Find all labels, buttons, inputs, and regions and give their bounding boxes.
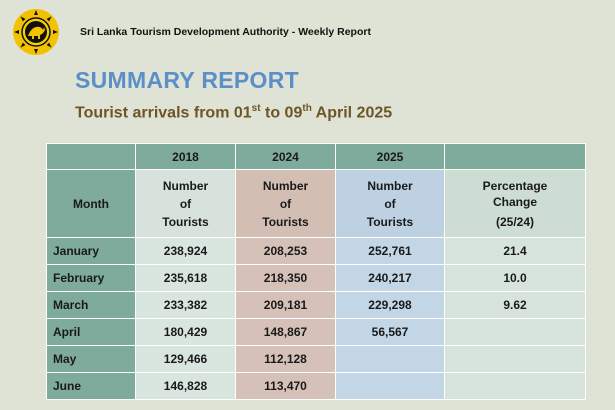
header-line: Number [262,178,309,193]
subtitle-sup-1: st [251,103,261,114]
percentage-change-cell [444,318,586,346]
header-line: Percentage [482,178,548,193]
subtitle-part-1: Tourist arrivals from 01 [75,104,252,122]
year-header-2018: 2018 [135,143,236,170]
value-2018-cell: 235,618 [135,264,236,292]
report-subtitle: Tourist arrivals from 01st to 09th April… [75,103,392,122]
year-header-2024: 2024 [235,143,336,170]
value-2018-cell: 129,466 [135,345,236,373]
tourist-arrivals-table: 2018 2024 2025 Month Number of Tourists … [46,143,586,400]
summary-report-title: SUMMARY REPORT [75,67,299,93]
header-line: of [179,196,192,211]
month-cell: March [46,291,136,319]
value-2025-cell [335,345,445,373]
column-header-row: Month Number of Tourists Number of Touri… [46,169,586,238]
tourists-header-2018: Number of Tourists [135,169,236,238]
subtitle-sup-2: th [302,103,312,114]
table-row: May 129,466 112,128 [46,345,586,373]
table-row: March 233,382 209,181 229,298 9.62 [46,291,586,319]
header-line: Number [367,178,413,193]
year-header-empty-pct [444,143,586,170]
year-header-empty [46,143,136,170]
table-row: February 235,618 218,350 240,217 10.0 [46,264,586,292]
header-line: Number [162,178,209,193]
org-report-title: Sri Lanka Tourism Development Authority … [80,26,371,38]
value-2024-cell: 209,181 [235,291,336,319]
percentage-change-cell: 9.62 [444,291,586,319]
month-cell: May [46,345,136,373]
value-2025-cell [335,372,445,400]
value-2018-cell: 146,828 [135,372,236,400]
percentage-change-cell: 10.0 [444,264,586,292]
month-header: Month [46,169,136,238]
value-2025-cell: 252,761 [335,237,445,265]
tourists-header-2024: Number of Tourists [235,169,336,238]
table-row: April 180,429 148,867 56,567 [46,318,586,346]
table-row: January 238,924 208,253 252,761 21.4 [46,237,586,265]
year-header-row: 2018 2024 2025 [46,143,586,170]
table-row: June 146,828 113,470 [46,372,586,400]
value-2018-cell: 233,382 [135,291,236,319]
month-cell: April [46,318,136,346]
tourists-header-2025: Number of Tourists [335,169,445,238]
year-header-2025: 2025 [335,143,445,170]
subtitle-part-2: to 09 [260,104,303,122]
month-cell: January [46,237,136,265]
percentage-change-cell [444,372,586,400]
value-2025-cell: 240,217 [335,264,445,292]
value-2024-cell: 112,128 [235,345,336,373]
value-2025-cell: 56,567 [335,318,445,346]
header-line: of [279,196,292,211]
header-line: (25/24) [495,214,535,229]
header-line: Tourists [262,214,309,229]
header-line: of [384,196,396,211]
value-2024-cell: 218,350 [235,264,336,292]
value-2018-cell: 180,429 [135,318,236,346]
sltda-emblem-icon [12,8,60,56]
subtitle-part-3: April 2025 [311,104,393,122]
month-cell: February [46,264,136,292]
month-cell: June [46,372,136,400]
value-2024-cell: 148,867 [235,318,336,346]
value-2018-cell: 238,924 [135,237,236,265]
value-2024-cell: 208,253 [235,237,336,265]
header-line: Tourists [162,214,209,229]
value-2024-cell: 113,470 [235,372,336,400]
percentage-change-header: Percentage Change (25/24) [444,169,586,238]
header-line: Change [492,194,537,209]
value-2025-cell: 229,298 [335,291,445,319]
header-line: Tourists [366,214,414,229]
percentage-change-cell: 21.4 [444,237,586,265]
percentage-change-cell [444,345,586,373]
